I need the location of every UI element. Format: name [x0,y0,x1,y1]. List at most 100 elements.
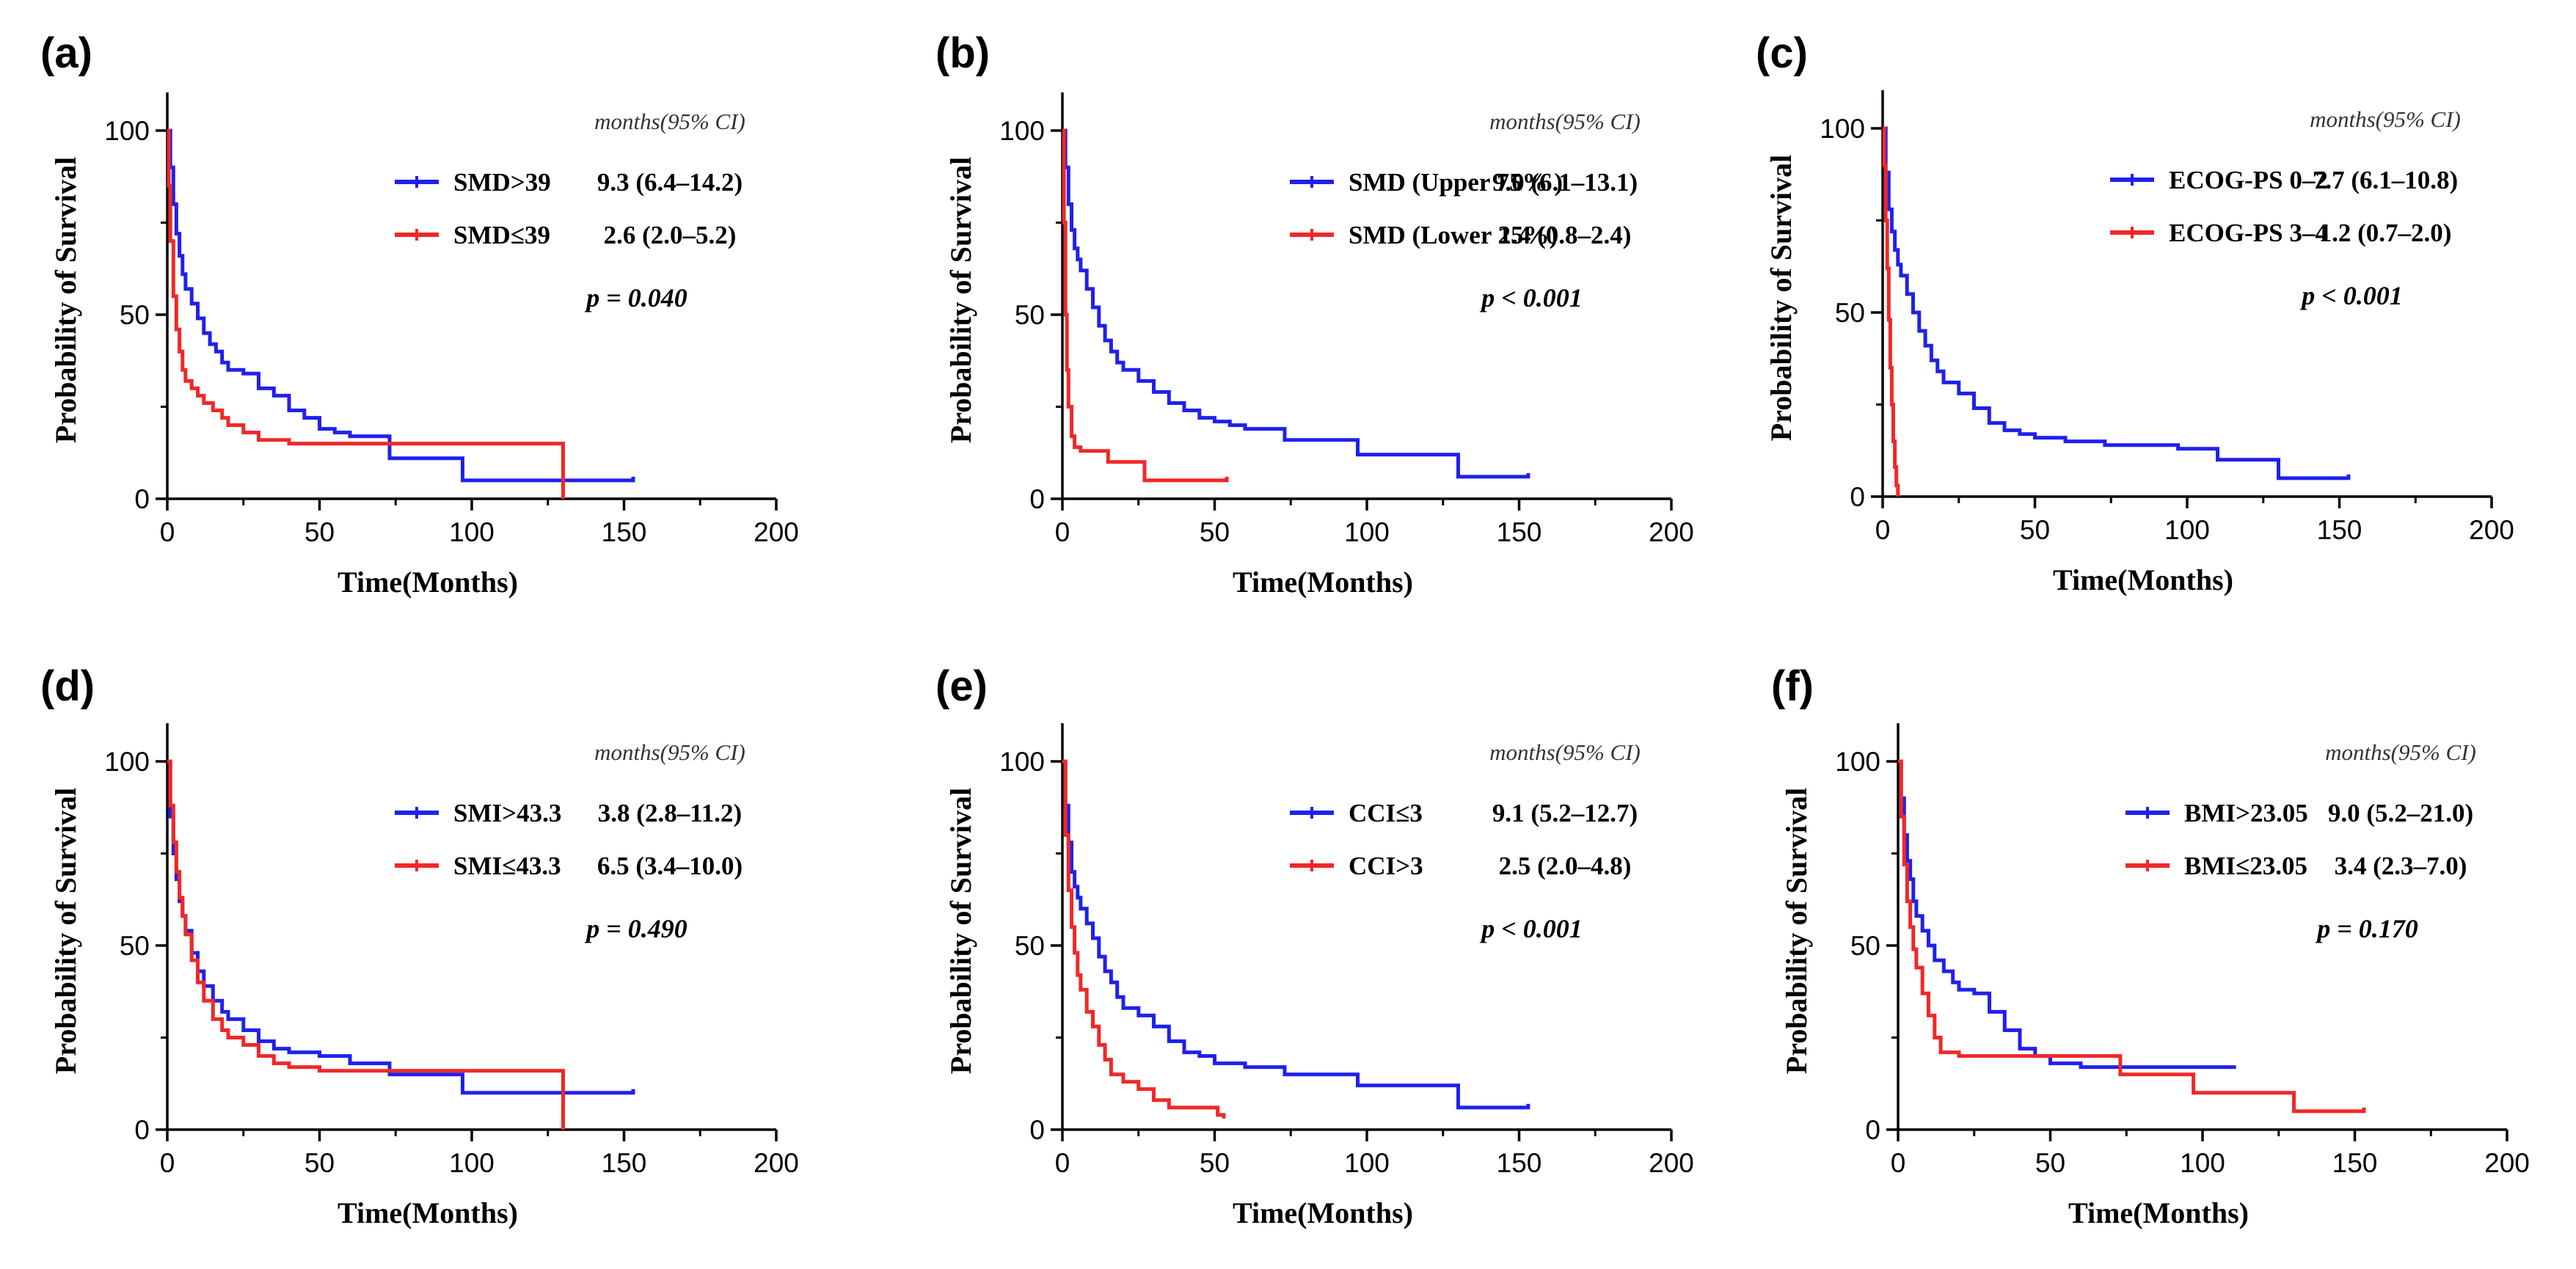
y-tick-label: 100 [999,116,1045,146]
x-tick-label: 150 [2317,515,2362,545]
y-tick-label: 0 [1029,484,1045,514]
x-tick-label: 100 [1344,1148,1390,1178]
panel-label: (b) [935,29,990,77]
y-tick-label: 100 [1835,747,1880,777]
x-tick-label: 0 [160,1148,175,1178]
x-tick-label: 50 [1200,1148,1230,1178]
survival-curve-red [1898,759,2366,1113]
x-tick-label: 100 [449,1148,495,1178]
survival-curve-red [1062,128,1229,483]
panel-c: (c) 0 50 100 0 50 100 150 200 Time(Months) Probabi… [1756,29,2514,596]
x-axis-title: Time(Months) [337,1196,518,1229]
y-tick-label: 0 [1850,482,1865,512]
y-tick-label: 0 [134,1115,150,1145]
y-axis-title: Probability of Survival [1780,788,1813,1074]
panel-f: (f) 0 50 100 0 50 100 150 200 Time(Months) Probabi… [1771,662,2530,1229]
y-tick-label: 50 [120,300,150,330]
x-axis-title: Time(Months) [337,566,518,599]
x-tick-label: 0 [1891,1148,1906,1178]
p-value: p = 0.040 [584,283,687,312]
y-tick-label: 100 [1820,114,1865,144]
legend-label: CCI>3 [1349,852,1423,880]
x-tick-label: 100 [2180,1148,2225,1178]
survival-curve-red [167,128,565,499]
legend-ci: 2.5 (2.0–4.8) [1499,852,1632,880]
x-tick-label: 50 [304,517,335,547]
survival-curve-red [167,759,565,1130]
legend-label: SMI≤43.3 [453,852,561,880]
x-tick-label: 50 [304,1148,335,1178]
legend-header: months(95% CI) [594,109,745,134]
x-tick-label: 50 [2035,1148,2065,1178]
y-tick-label: 50 [1015,300,1045,330]
y-tick-label: 100 [104,747,150,777]
legend-ci: 1.4 (0.8–2.4) [1499,221,1632,249]
legend-ci: 9.1 (5.2–12.7) [1492,799,1638,827]
panel-label: (f) [1771,662,1814,710]
panel-label: (c) [1756,29,1808,77]
legend-ci: 1.2 (0.7–2.0) [2319,219,2452,247]
y-axis-title: Probability of Survival [944,788,977,1074]
x-tick-label: 150 [1497,1148,1542,1178]
y-tick-label: 50 [1015,931,1045,961]
panel-e: (e) 0 50 100 0 50 100 150 200 Time(Months) Probabi… [935,662,1694,1229]
legend-header: months(95% CI) [2325,739,2476,765]
x-tick-label: 100 [2164,515,2210,545]
y-axis-title: Probability of Survival [944,157,977,443]
survival-curve-blue [167,128,635,483]
x-tick-label: 50 [2020,515,2050,545]
x-tick-label: 200 [1649,517,1694,547]
legend-ci: 9.3 (6.4–14.2) [597,168,742,197]
panel-label: (e) [935,662,988,710]
legend-header: months(95% CI) [1489,739,1641,765]
survival-curve-blue [1883,126,2351,480]
legend-ci: 9.0 (6.1–13.1) [1492,168,1638,197]
x-tick-label: 150 [2332,1148,2378,1178]
legend-label: SMD (Lower 25%) [1349,221,1558,249]
panel-a: (a) 0 50 100 0 50 100 150 200 Time(Months) Probabi… [40,29,799,599]
x-tick-label: 200 [754,517,799,547]
survival-curve-blue [1062,759,1530,1110]
x-tick-label: 0 [1055,517,1070,547]
panel-label: (a) [40,29,92,77]
p-value: p = 0.490 [584,914,687,943]
y-tick-label: 50 [1835,298,1865,328]
legend-ci: 3.8 (2.8–11.2) [598,799,742,827]
x-axis-title: Time(Months) [2068,1196,2249,1229]
legend-label: SMD≤39 [453,221,550,249]
x-axis-title: Time(Months) [1233,566,1413,599]
x-tick-label: 0 [1875,515,1891,545]
y-tick-label: 0 [1029,1115,1045,1145]
legend-label: SMD (Upper 75% ) [1349,168,1563,197]
y-tick-label: 0 [1865,1115,1880,1145]
y-tick-label: 50 [120,931,150,961]
y-tick-label: 0 [134,484,150,514]
legend-header: months(95% CI) [1489,109,1641,134]
x-tick-label: 200 [1649,1148,1694,1178]
x-axis-title: Time(Months) [2053,563,2233,596]
x-tick-label: 200 [754,1148,799,1178]
p-value: p = 0.170 [2315,914,2418,943]
x-tick-label: 100 [449,517,495,547]
y-axis-title: Probability of Survival [49,157,82,443]
legend-ci: 2.6 (2.0–5.2) [604,221,737,249]
x-tick-label: 150 [602,517,647,547]
legend-label: SMI>43.3 [453,799,561,827]
y-tick-label: 100 [999,747,1045,777]
survival-curve-blue [1062,128,1530,479]
x-tick-label: 100 [1344,517,1390,547]
y-tick-label: 50 [1850,931,1880,961]
survival-curve-red [1062,759,1226,1119]
legend-header: months(95% CI) [2310,106,2461,132]
legend-header: months(95% CI) [594,739,745,765]
x-tick-label: 200 [2469,515,2514,545]
y-tick-label: 100 [104,116,150,146]
y-axis-title: Probability of Survival [49,788,82,1074]
panel-b: (b) 0 50 100 0 50 100 150 200 Time(Months) Probabi… [935,29,1694,599]
legend-label: BMI>23.05 [2184,799,2308,827]
legend-ci: 9.0 (5.2–21.0) [2328,799,2473,827]
panel-d: (d) 0 50 100 0 50 100 150 200 Time(Months) Probabi… [40,662,799,1229]
legend-label: CCI≤3 [1349,799,1423,827]
legend-label: SMD>39 [453,168,551,197]
